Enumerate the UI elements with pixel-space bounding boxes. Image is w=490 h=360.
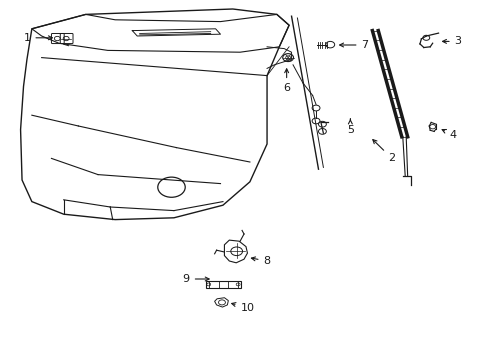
Text: 8: 8 bbox=[251, 256, 270, 266]
Text: 6: 6 bbox=[283, 69, 290, 93]
Text: 3: 3 bbox=[442, 36, 462, 46]
Text: 10: 10 bbox=[232, 303, 254, 313]
Bar bbox=[206, 281, 241, 288]
Text: 9: 9 bbox=[183, 274, 209, 284]
Text: 5: 5 bbox=[347, 119, 354, 135]
Text: 4: 4 bbox=[442, 130, 457, 140]
Text: 1: 1 bbox=[24, 33, 52, 43]
Text: 2: 2 bbox=[373, 140, 395, 163]
Text: 7: 7 bbox=[340, 40, 368, 50]
